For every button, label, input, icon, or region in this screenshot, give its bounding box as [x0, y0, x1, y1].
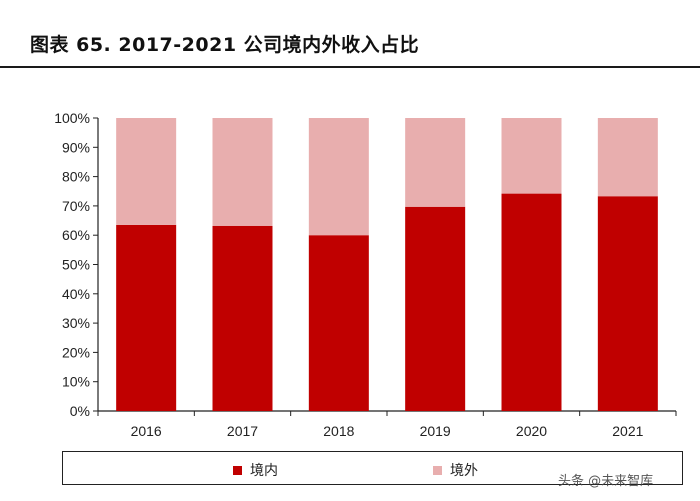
title-divider: [0, 66, 700, 68]
bar-domestic-2019: [405, 206, 466, 411]
bar-domestic-2021: [597, 196, 658, 411]
chart-title: 图表 65. 2017-2021 公司境内外收入占比: [30, 34, 420, 56]
bar-overseas-2018: [308, 118, 369, 236]
legend-label-overseas: 境外: [450, 463, 478, 479]
y-tick-label: 10%: [62, 374, 90, 390]
bar-domestic-2020: [501, 193, 562, 411]
bar-overseas-2019: [405, 118, 466, 207]
y-tick-label: 90%: [62, 139, 90, 155]
x-tick-label: 2017: [227, 423, 258, 439]
stacked-bar-chart: 0% 10% 20% 30% 40% 50% 60% 70% 80% 90% 100% 2016 201…: [54, 110, 677, 439]
bar-domestic-2018: [308, 235, 369, 411]
bar-overseas-2021: [597, 118, 658, 197]
legend-label-domestic: 境内: [250, 463, 278, 479]
x-tick-label: 2019: [420, 423, 451, 439]
bar-overseas-2017: [212, 118, 273, 226]
x-tick-label: 2021: [612, 423, 643, 439]
y-tick-label: 40%: [62, 286, 90, 302]
bar-overseas-2020: [501, 118, 562, 194]
legend-swatch-domestic: [233, 465, 242, 475]
y-tick-label: 50%: [62, 257, 90, 273]
legend-item-overseas: 境外: [433, 460, 478, 480]
y-tick-label: 20%: [62, 344, 90, 360]
chart-legend: 境内 境外: [62, 451, 683, 485]
y-tick-label: 70%: [62, 198, 90, 214]
x-tick-label: 2020: [516, 423, 547, 439]
watermark: 头条 @未来智库: [558, 474, 654, 489]
legend-swatch-overseas: [433, 465, 442, 475]
y-tick-label: 100%: [54, 110, 90, 126]
x-tick-label: 2018: [323, 423, 354, 439]
bar-domestic-2016: [116, 224, 177, 411]
y-tick-label: 0%: [70, 403, 90, 419]
y-tick-label: 30%: [62, 315, 90, 331]
bar-domestic-2017: [212, 225, 273, 411]
x-tick-label: 2016: [131, 423, 162, 439]
y-tick-label: 60%: [62, 227, 90, 243]
bar-overseas-2016: [116, 118, 177, 225]
y-tick-label: 80%: [62, 169, 90, 185]
legend-item-domestic: 境内: [233, 460, 278, 480]
